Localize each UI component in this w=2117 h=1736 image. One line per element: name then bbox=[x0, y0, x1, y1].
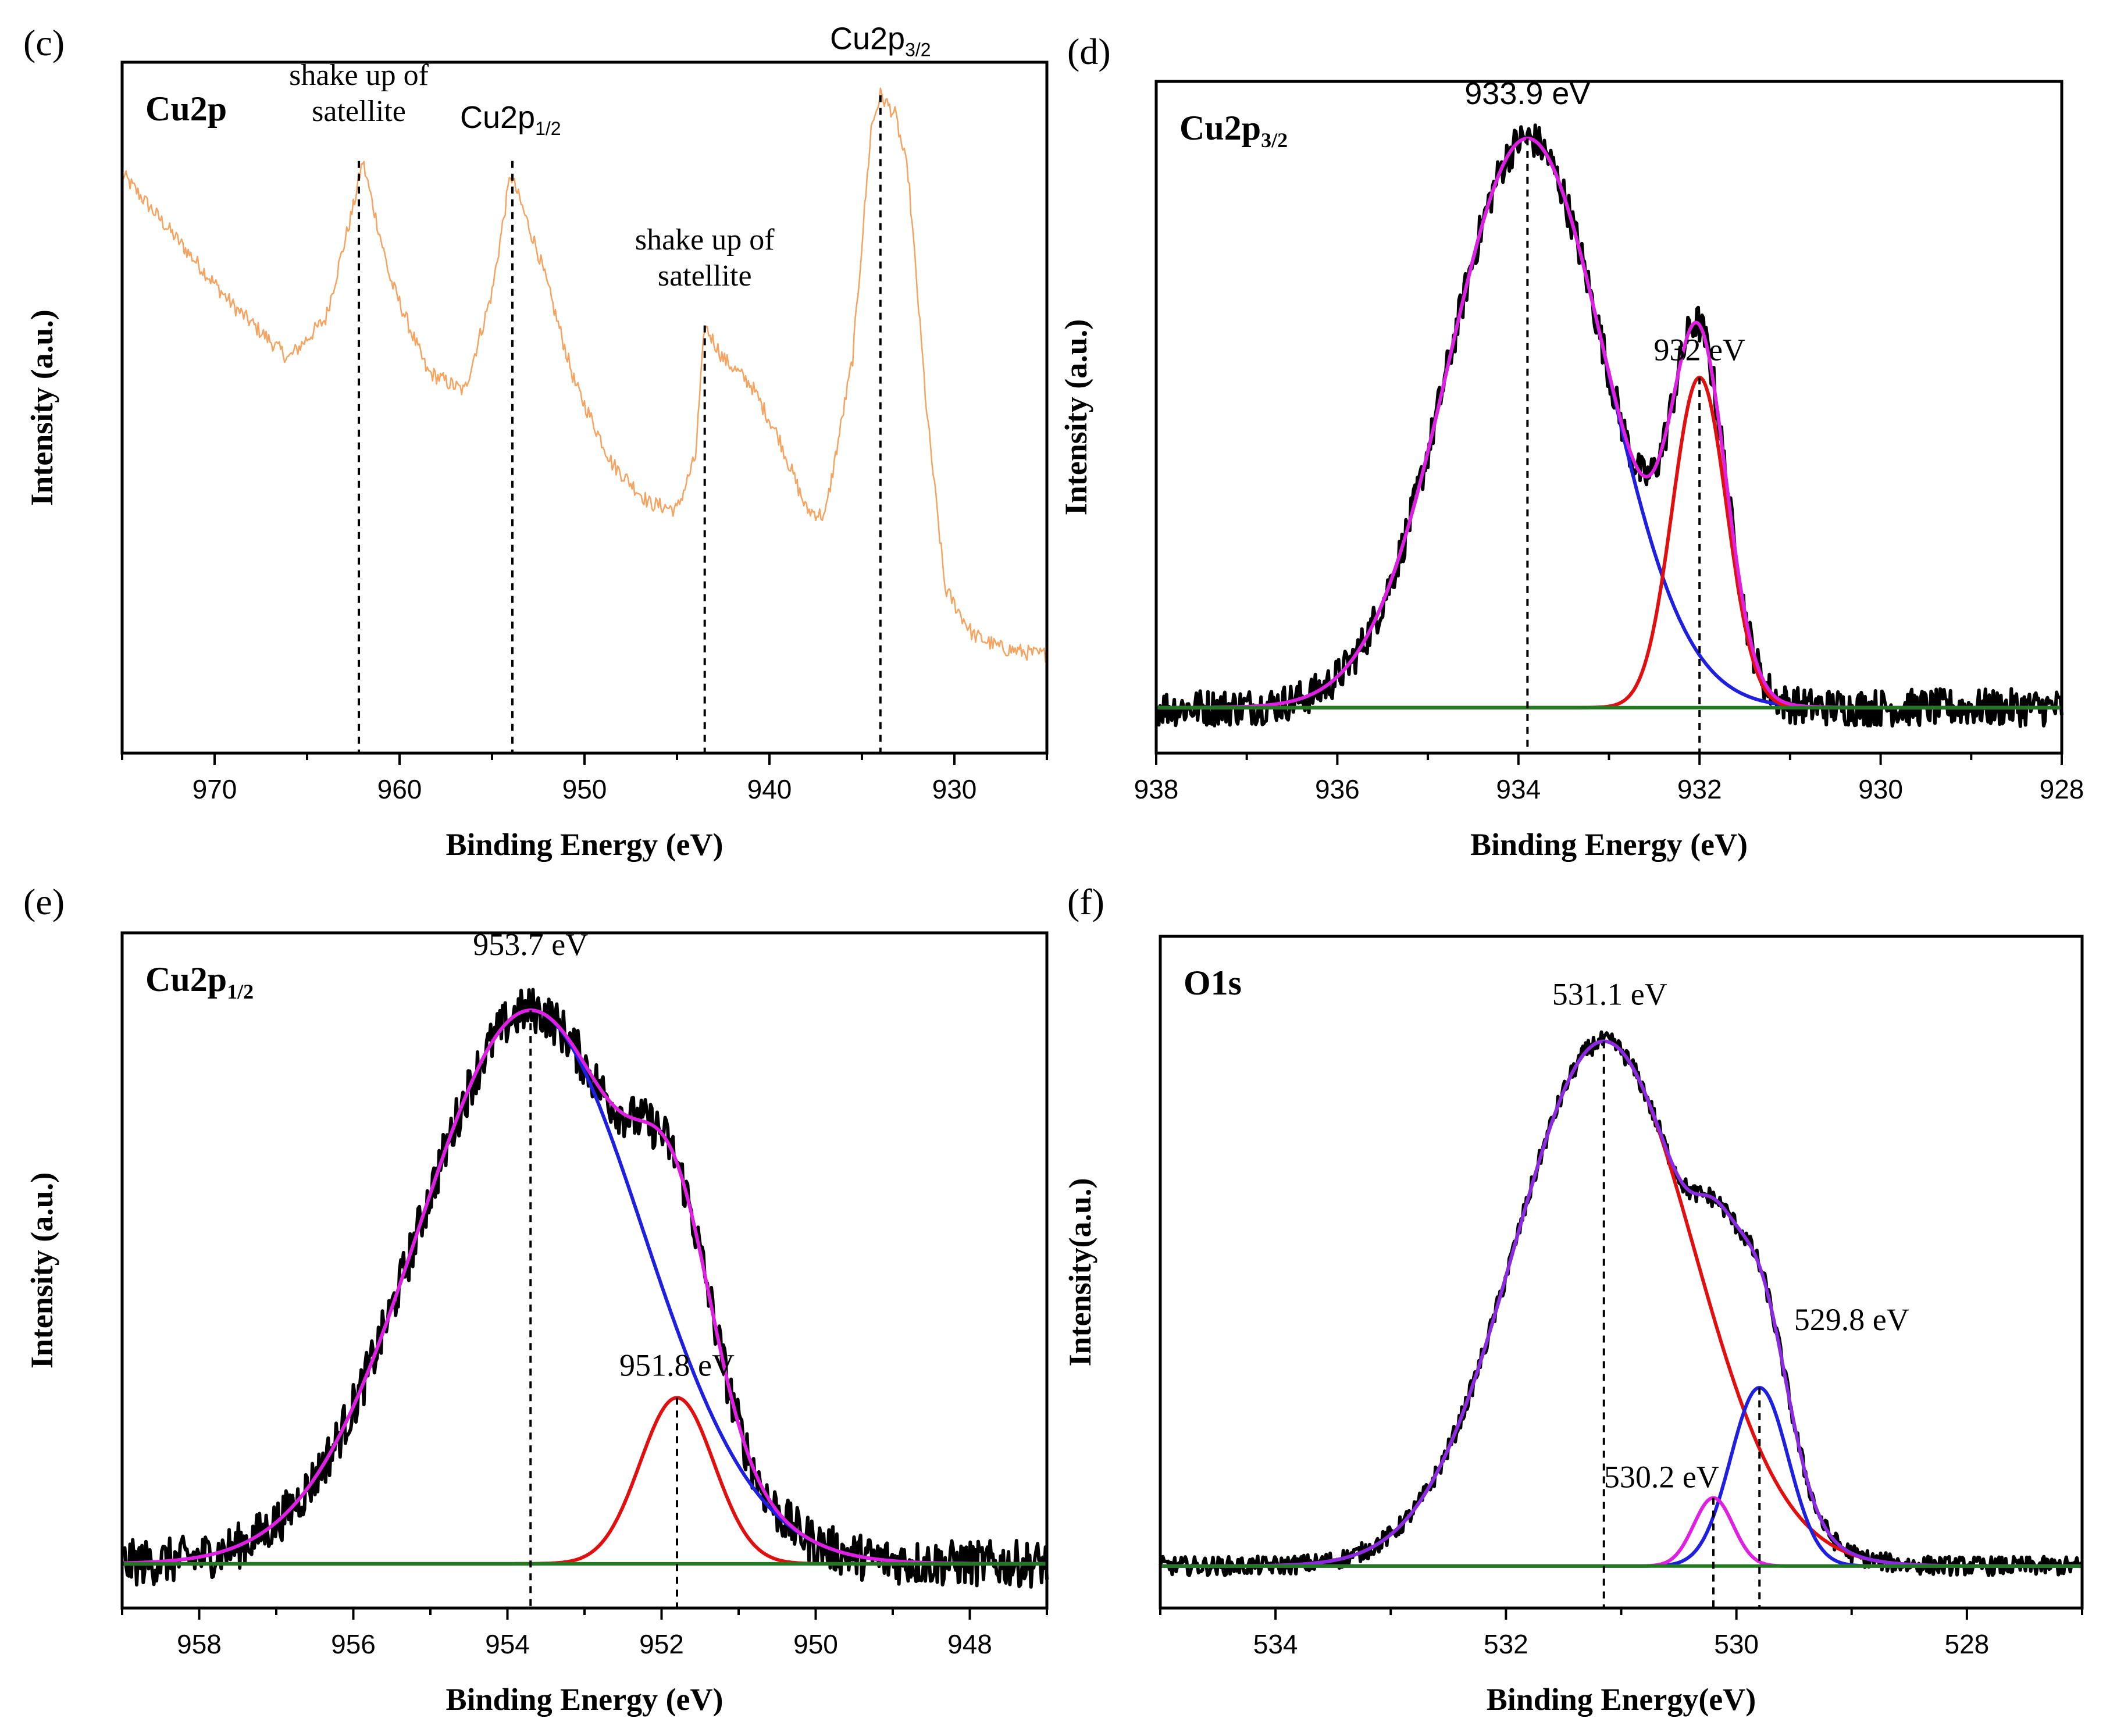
peak-annotation: Cu2p1/2 bbox=[460, 100, 561, 139]
x-tick-label: 938 bbox=[1134, 774, 1179, 804]
x-tick-label: 970 bbox=[193, 774, 237, 804]
x-axis-label: Binding Energy (eV) bbox=[1470, 827, 1748, 862]
series-raw-data bbox=[1155, 123, 2063, 728]
x-tick-label: 958 bbox=[177, 1629, 222, 1659]
peak-annotation: 530.2 eV bbox=[1604, 1459, 1719, 1494]
peak-annotation: 529.8 eV bbox=[1794, 1302, 1909, 1337]
plot-frame bbox=[1154, 80, 2063, 755]
x-tick-label: 530 bbox=[1714, 1629, 1759, 1659]
peak-annotation: 531.1 eV bbox=[1552, 976, 1667, 1011]
panel-f: (f) 534 532 530 528 Binding Energy(eV) Intensi… bbox=[1063, 881, 2084, 1717]
x-tick-label: 954 bbox=[485, 1629, 530, 1659]
spectrum-title: O1s bbox=[1184, 964, 1242, 1002]
y-axis-label: Intensity (a.u.) bbox=[24, 309, 59, 506]
x-tick-label: 952 bbox=[639, 1629, 684, 1659]
x-tick-label: 950 bbox=[562, 774, 607, 804]
x-tick-label: 528 bbox=[1945, 1629, 1990, 1659]
x-tick-label: 930 bbox=[1858, 774, 1903, 804]
series-peak-530-2-ev bbox=[1160, 1496, 2083, 1568]
panel-e: (e) 958 956 954 952 950 948 Binding Energy (eV)… bbox=[23, 881, 1049, 1717]
peak-annotation: shake up of bbox=[289, 59, 429, 92]
spectrum-title: Cu2p bbox=[145, 90, 227, 128]
x-tick-label: 930 bbox=[932, 774, 977, 804]
series-peak-953-7-ev bbox=[122, 1008, 1047, 1566]
series-peak-933-9-ev bbox=[1156, 136, 2062, 710]
series-peak-932-ev bbox=[1156, 376, 2062, 710]
x-tick-label: 936 bbox=[1315, 774, 1360, 804]
peak-annotation: 933.9 eV bbox=[1464, 76, 1590, 111]
plot-frame bbox=[1159, 935, 2084, 1610]
panel-label: (d) bbox=[1067, 31, 1111, 72]
peak-annotation: 951.8 eV bbox=[619, 1348, 735, 1382]
x-tick-label: 956 bbox=[331, 1629, 376, 1659]
panel-label: (c) bbox=[23, 22, 65, 63]
y-axis-label: Intensity (a.u.) bbox=[24, 1172, 59, 1369]
panel-c: (c) 970 960 950 940 930 Binding Energy (eV) Int… bbox=[23, 21, 1049, 862]
x-axis-label: Binding Energy (eV) bbox=[446, 827, 723, 862]
x-tick-label: 932 bbox=[1677, 774, 1722, 804]
peak-annotation: Cu2p3/2 bbox=[830, 21, 931, 60]
series-cu2p-spectrum bbox=[121, 87, 1047, 664]
x-tick-label: 928 bbox=[2040, 774, 2084, 804]
series-envelope bbox=[1156, 136, 2062, 710]
panel-label: (e) bbox=[23, 881, 65, 922]
x-tick-label: 950 bbox=[793, 1629, 838, 1659]
panel-d: (d) 938 936 934 932 930 928 Binding Energy (eV)… bbox=[1058, 31, 2084, 862]
x-axis-label: Binding Energy (eV) bbox=[446, 1682, 723, 1717]
x-tick-label: 532 bbox=[1484, 1629, 1528, 1659]
series-envelope bbox=[122, 1008, 1047, 1566]
peak-annotation: 953.7 eV bbox=[473, 927, 588, 962]
peak-annotation: shake up of bbox=[635, 223, 775, 256]
x-tick-label: 934 bbox=[1496, 774, 1541, 804]
peak-annotation: satellite bbox=[658, 259, 752, 293]
y-axis-label: Intensity (a.u.) bbox=[1058, 319, 1093, 516]
y-axis-label: Intensity(a.u.) bbox=[1063, 1178, 1097, 1366]
peak-annotation: satellite bbox=[312, 95, 406, 128]
x-tick-label: 534 bbox=[1253, 1629, 1298, 1659]
x-tick-label: 948 bbox=[947, 1629, 992, 1659]
x-tick-label: 940 bbox=[747, 774, 792, 804]
series-raw-data bbox=[120, 988, 1049, 1589]
spectrum-title: Cu2p3/2 bbox=[1179, 109, 1288, 152]
x-tick-label: 960 bbox=[377, 774, 422, 804]
panel-label: (f) bbox=[1067, 881, 1104, 922]
x-axis-label: Binding Energy(eV) bbox=[1487, 1682, 1756, 1717]
peak-annotation: 932 eV bbox=[1653, 333, 1745, 368]
plot-frame bbox=[120, 931, 1049, 1610]
spectrum-title: Cu2p1/2 bbox=[145, 960, 254, 1003]
